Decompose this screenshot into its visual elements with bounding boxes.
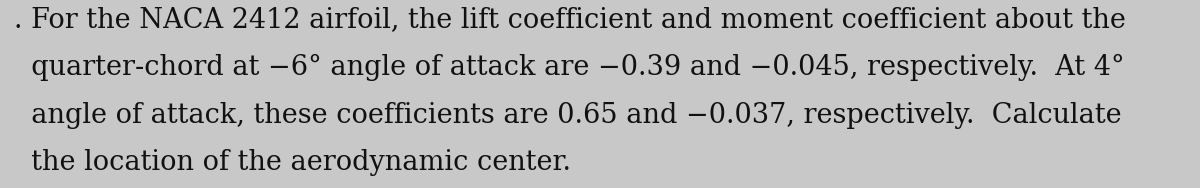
Text: quarter-chord at −6° angle of attack are −0.39 and −0.045, respectively.  At 4°: quarter-chord at −6° angle of attack are… (14, 54, 1126, 81)
Text: . For the NACA 2412 airfoil, the lift coefficient and moment coefficient about t: . For the NACA 2412 airfoil, the lift co… (14, 6, 1127, 33)
Text: the location of the aerodynamic center.: the location of the aerodynamic center. (14, 149, 571, 177)
Text: angle of attack, these coefficients are 0.65 and −0.037, respectively.  Calculat: angle of attack, these coefficients are … (14, 102, 1122, 129)
